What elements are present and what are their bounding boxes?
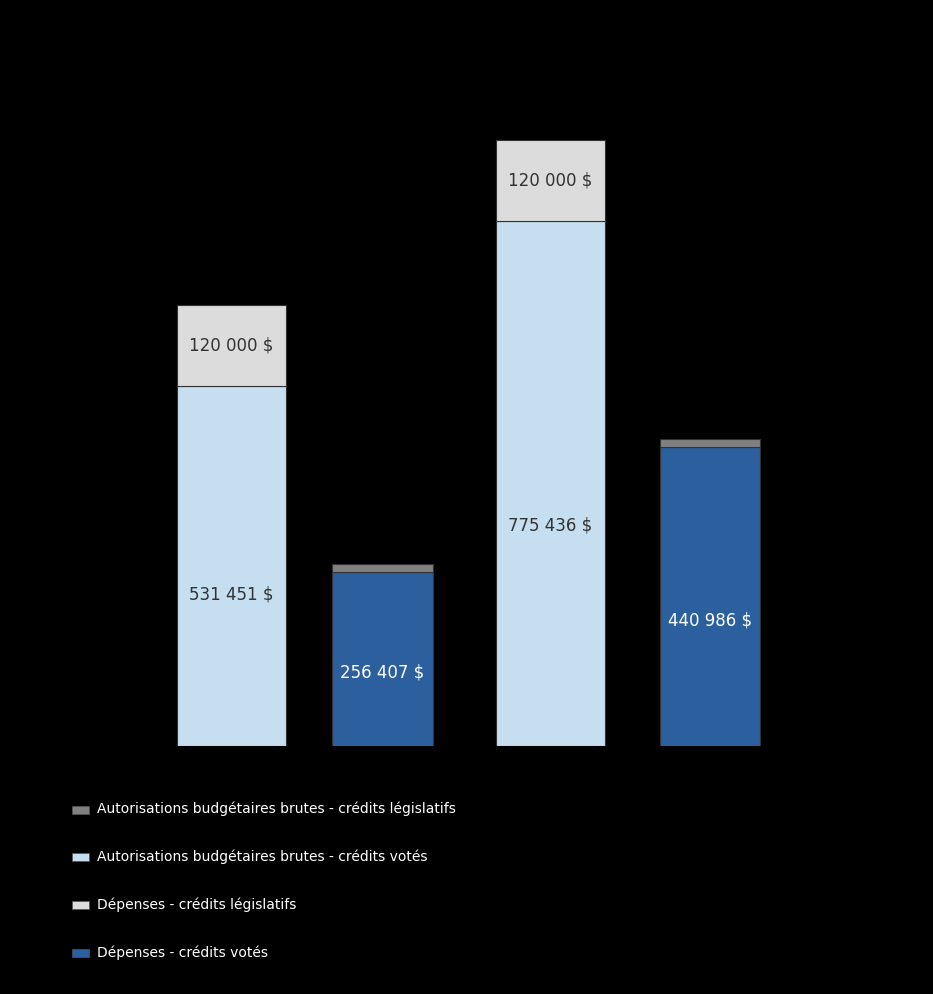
- FancyBboxPatch shape: [72, 853, 89, 861]
- Bar: [332, 564, 433, 573]
- Text: 120 000 $: 120 000 $: [189, 337, 273, 355]
- Bar: [332, 573, 433, 746]
- Text: 775 436 $: 775 436 $: [508, 516, 592, 535]
- FancyBboxPatch shape: [72, 948, 89, 956]
- Bar: [660, 439, 760, 447]
- Bar: [177, 387, 286, 746]
- FancyBboxPatch shape: [72, 901, 89, 909]
- Bar: [496, 140, 606, 222]
- Text: 256 407 $: 256 407 $: [341, 664, 425, 682]
- Bar: [496, 222, 606, 746]
- Text: 120 000 $: 120 000 $: [508, 172, 592, 190]
- Bar: [660, 447, 760, 746]
- Text: 440 986 $: 440 986 $: [668, 611, 752, 629]
- Text: Autorisations budgétaires brutes - crédits législatifs: Autorisations budgétaires brutes - crédi…: [97, 802, 456, 816]
- Text: Autorisations budgétaires brutes - crédits votés: Autorisations budgétaires brutes - crédi…: [97, 850, 427, 864]
- Bar: [177, 305, 286, 387]
- Text: 531 451 $: 531 451 $: [189, 585, 273, 603]
- FancyBboxPatch shape: [72, 805, 89, 813]
- Text: Dépenses - crédits législatifs: Dépenses - crédits législatifs: [97, 898, 297, 911]
- Text: Dépenses - crédits votés: Dépenses - crédits votés: [97, 945, 268, 959]
